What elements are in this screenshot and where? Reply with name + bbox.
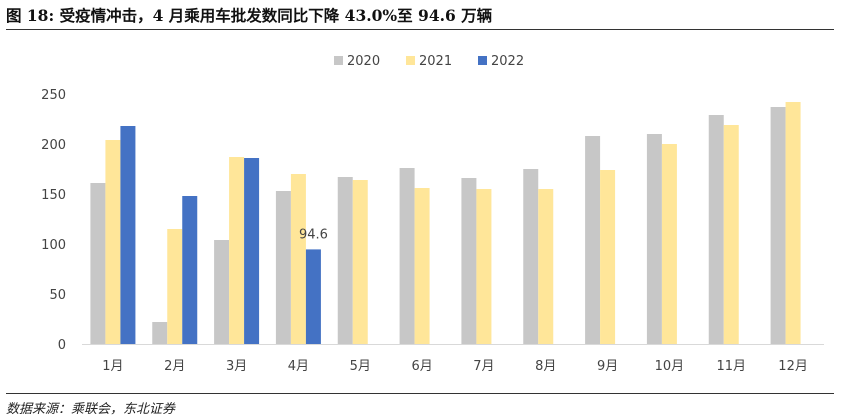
bar-2021-1 [105,140,121,344]
y-tick-label: 250 [41,88,66,103]
bar-2021-11 [723,125,739,344]
legend-label: 2021 [419,54,452,69]
bar-2021-3 [229,157,245,344]
legend-label: 2022 [491,54,524,69]
bar-2021-7 [476,189,492,344]
y-tick-label: 0 [58,338,66,353]
x-tick-label: 12月 [778,359,808,374]
bar-2021-2 [167,229,183,344]
bar-2022-4 [305,249,321,344]
x-tick-label: 11月 [716,359,746,374]
bar-2021-4 [290,174,306,344]
x-tick-label: 5月 [350,359,371,374]
legend-swatch-2021 [406,56,415,65]
x-tick-label: 6月 [411,359,432,374]
x-tick-label: 4月 [288,359,309,374]
bar-2021-8 [538,189,554,344]
footer-rule [6,393,834,394]
bar-2020-7 [461,178,477,344]
y-tick-label: 50 [49,288,66,303]
bar-2020-6 [399,168,415,344]
bar-2022-1 [120,126,136,344]
x-tick-label: 7月 [473,359,494,374]
x-tick-label: 8月 [535,359,556,374]
x-tick-label: 10月 [655,359,685,374]
chart-title: 图 18: 受疫情冲击，4 月乘用车批发数同比下降 43.0%至 94.6 万辆 [6,6,493,25]
x-tick-label: 9月 [597,359,618,374]
bar-2022-2 [182,196,198,344]
source-note: 数据来源：乘联会，东北证券 [6,402,176,417]
bar-2021-12 [785,102,801,344]
bar-2022-3 [244,158,260,344]
legend-swatch-2022 [478,56,487,65]
bar-2021-6 [414,188,430,344]
bar-2020-5 [337,177,353,344]
y-tick-label: 100 [41,238,66,253]
y-tick-label: 200 [41,138,66,153]
title-rule [6,29,834,30]
bar-2021-9 [600,170,616,344]
x-tick-label: 2月 [164,359,185,374]
y-tick-label: 150 [41,188,66,203]
bar-2021-5 [352,180,368,344]
bar-2020-10 [646,134,662,344]
bar-2020-1 [90,183,106,344]
data-label: 94.6 [299,227,328,242]
bar-2020-3 [214,240,230,344]
bar-2020-8 [523,169,539,344]
x-tick-label: 1月 [102,359,123,374]
x-tick-label: 3月 [226,359,247,374]
bar-2021-10 [661,144,677,344]
legend-label: 2020 [347,54,380,69]
bar-2020-9 [585,136,601,344]
bar-2020-2 [152,322,168,344]
bar-2020-4 [275,191,291,344]
bar-2020-12 [770,107,786,344]
bar-2020-11 [708,115,724,344]
legend-swatch-2020 [334,56,343,65]
